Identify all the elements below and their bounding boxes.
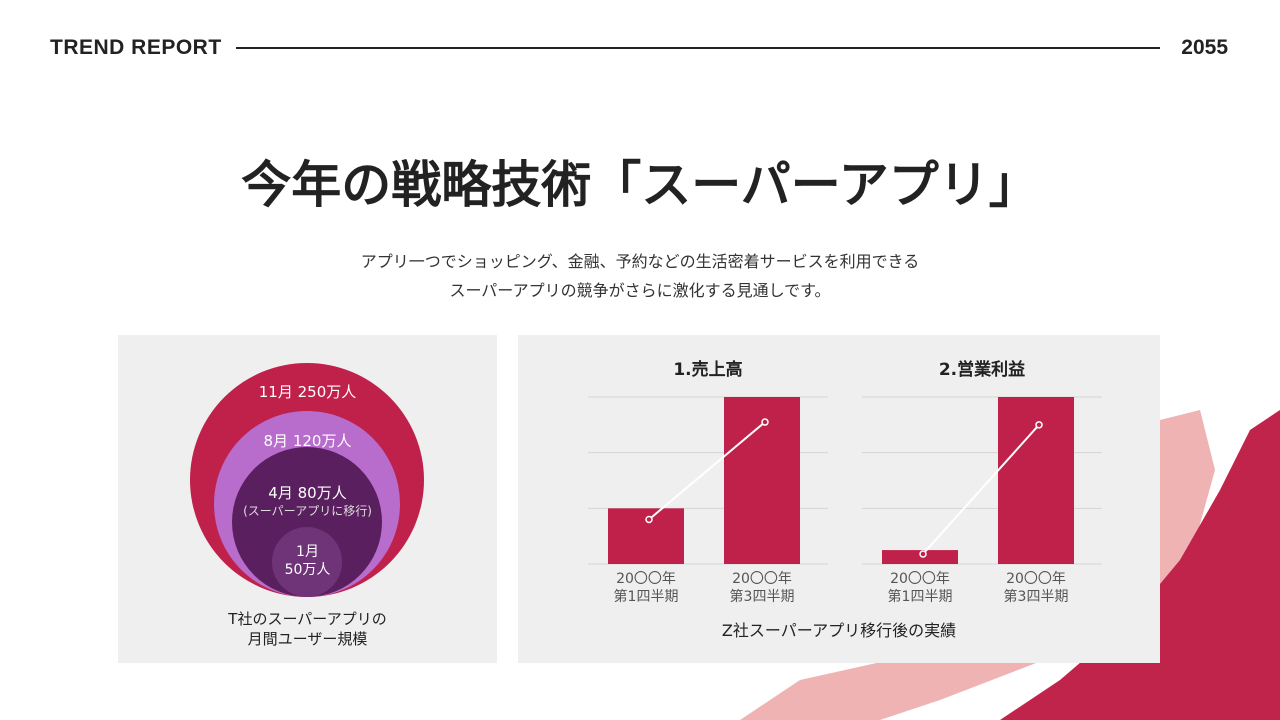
- report-label: TREND REPORT: [50, 36, 222, 59]
- performance-caption: Z社スーパーアプリ移行後の実績: [721, 621, 957, 640]
- caption-line-2: 月間ユーザー規模: [247, 630, 368, 648]
- trend-point: [645, 515, 653, 524]
- bar-chart: [862, 396, 1102, 565]
- circle-label-jan-value: 50万人: [284, 562, 331, 578]
- circle-note-apr: (スーパーアプリに移行): [243, 504, 372, 518]
- x-tick-label: 20〇〇年: [890, 571, 950, 587]
- trend-point: [919, 550, 927, 558]
- caption-line-1: T社のスーパーアプリの: [228, 610, 387, 628]
- trend-line: [648, 421, 766, 521]
- x-tick-label: 20〇〇年: [1006, 571, 1066, 587]
- circle-label-aug: 8月 120万人: [263, 432, 352, 450]
- bar-chart: [588, 396, 828, 565]
- circle-label-nov: 11月 250万人: [258, 383, 357, 401]
- x-tick-label: 20〇〇年: [616, 571, 676, 587]
- report-year: 2055: [1181, 36, 1228, 59]
- subtitle-line-2: スーパーアプリの競争がさらに激化する見通しです。: [449, 281, 831, 300]
- user-scale-panel: 11月 250万人 8月 120万人 4月 80万人 (スーパーアプリに移行) …: [118, 335, 497, 663]
- chart-title: 2.営業利益: [938, 360, 1026, 380]
- page-title: 今年の戦略技術「スーパーアプリ」: [241, 156, 1039, 214]
- x-tick-label: 第1四半期: [887, 589, 953, 605]
- circle-label-jan: 1月: [296, 544, 319, 560]
- x-tick-label: 第3四半期: [1003, 589, 1069, 605]
- circle-label-apr: 4月 80万人: [268, 484, 347, 502]
- x-tick-label: 第1四半期: [613, 589, 679, 605]
- header-divider: [236, 47, 1160, 49]
- trend-line: [922, 424, 1040, 555]
- bar: [998, 397, 1074, 564]
- subtitle-line-1: アプリ一つでショッピング、金融、予約などの生活密着サービスを利用できる: [360, 252, 920, 271]
- trend-point: [1035, 421, 1043, 429]
- x-tick-label: 20〇〇年: [732, 571, 792, 587]
- x-tick-label: 第3四半期: [729, 589, 795, 605]
- circle-apr: [232, 447, 382, 597]
- bubble-chart: [190, 363, 424, 597]
- performance-panel: 1.売上高 20〇〇年第1四半期 20〇〇年第3四半期 2.営業利益 20〇〇年第1四半…: [518, 335, 1160, 663]
- trend-point: [761, 418, 769, 426]
- bar: [882, 550, 958, 564]
- circle-jan: [272, 527, 342, 597]
- chart-title: 1.売上高: [673, 360, 743, 380]
